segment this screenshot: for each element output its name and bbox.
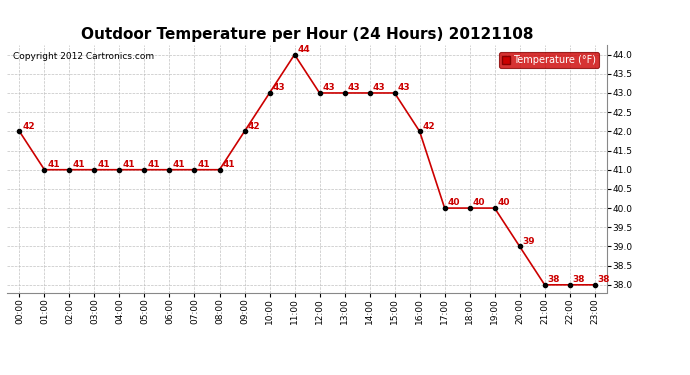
Text: 41: 41 <box>97 160 110 169</box>
Text: 42: 42 <box>22 122 34 130</box>
Text: 41: 41 <box>222 160 235 169</box>
Text: 39: 39 <box>522 237 535 246</box>
Title: Outdoor Temperature per Hour (24 Hours) 20121108: Outdoor Temperature per Hour (24 Hours) … <box>81 27 533 42</box>
Text: 43: 43 <box>322 83 335 92</box>
Text: Copyright 2012 Cartronics.com: Copyright 2012 Cartronics.com <box>13 53 154 62</box>
Text: 42: 42 <box>422 122 435 130</box>
Text: 41: 41 <box>197 160 210 169</box>
Text: 43: 43 <box>373 83 385 92</box>
Text: 38: 38 <box>547 275 560 284</box>
Text: 41: 41 <box>172 160 185 169</box>
Text: 43: 43 <box>347 83 360 92</box>
Text: 43: 43 <box>397 83 410 92</box>
Text: 38: 38 <box>598 275 610 284</box>
Text: 40: 40 <box>447 198 460 207</box>
Text: 43: 43 <box>273 83 285 92</box>
Text: 41: 41 <box>122 160 135 169</box>
Text: 41: 41 <box>147 160 160 169</box>
Text: 40: 40 <box>497 198 510 207</box>
Text: 41: 41 <box>72 160 85 169</box>
Text: 41: 41 <box>47 160 60 169</box>
Text: 44: 44 <box>297 45 310 54</box>
Text: 42: 42 <box>247 122 260 130</box>
Legend: Temperature (°F): Temperature (°F) <box>499 53 600 68</box>
Text: 40: 40 <box>473 198 485 207</box>
Text: 38: 38 <box>573 275 585 284</box>
